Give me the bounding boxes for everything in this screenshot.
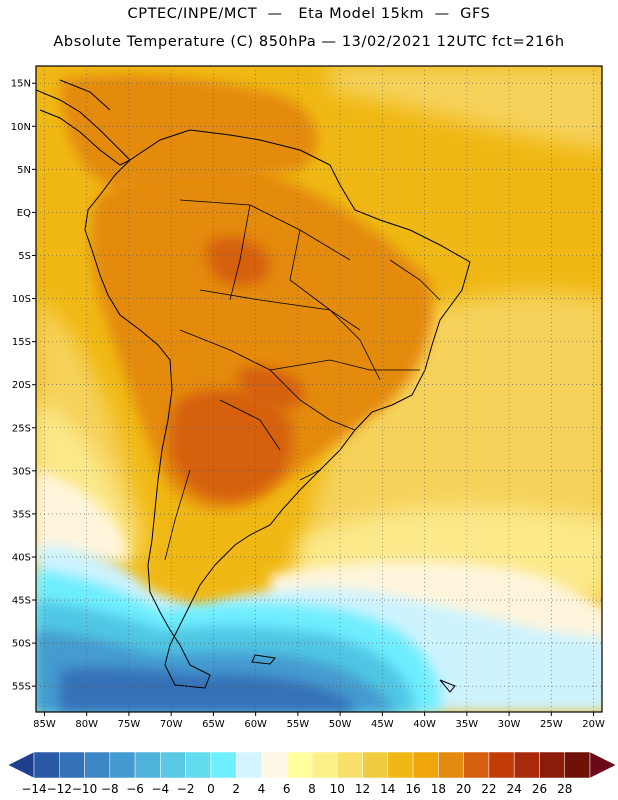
lat-tick-label: 10N xyxy=(11,122,31,133)
colorbar: −14 −12 −10 −8 −6 −4 −2 0 2 4 6 8 10 12 14 16 18 20 22 24 26… xyxy=(7,751,617,796)
temperature-field xyxy=(36,66,602,712)
title-line-1: CPTEC/INPE/MCT — Eta Model 15km — GFS xyxy=(127,6,491,22)
colorbar-swatch xyxy=(261,751,287,779)
lat-tick-label: 20S xyxy=(12,380,31,391)
colorbar-label: 12 xyxy=(355,782,370,796)
lon-tick-label: 40W xyxy=(413,719,436,730)
colorbar-swatch xyxy=(438,751,464,779)
lon-tick-label: 50W xyxy=(329,719,352,730)
field-band-8 xyxy=(36,470,130,560)
colorbar-swatch xyxy=(286,751,313,779)
lon-tick-label: 70W xyxy=(160,719,183,730)
lon-tick-label: 55W xyxy=(287,719,310,730)
colorbar-swatch xyxy=(134,751,161,779)
colorbar-swatch xyxy=(539,751,565,779)
longitude-labels: 85W 80W 75W 70W 65W 60W 55W 50W 45W 40W 35W 30W 25W 2… xyxy=(33,719,605,730)
lat-tick-label: EQ xyxy=(17,208,31,219)
colorbar-label: 22 xyxy=(481,782,496,796)
lon-tick-label: 25W xyxy=(540,719,563,730)
colorbar-label: −4 xyxy=(152,782,170,796)
colorbar-swatch xyxy=(84,751,111,779)
lat-tick-label: 55S xyxy=(12,682,31,693)
country-borders xyxy=(164,199,441,561)
lat-tick-label: 30S xyxy=(12,466,31,477)
colorbar-label: 8 xyxy=(308,782,316,796)
colorbar-swatch xyxy=(311,751,338,779)
colorbar-swatch xyxy=(337,751,363,779)
colorbar-label: 2 xyxy=(232,782,240,796)
lon-tick-label: 45W xyxy=(371,719,394,730)
colorbar-label: 24 xyxy=(507,782,522,796)
field-band-m10 xyxy=(60,667,355,712)
colorbar-label: 4 xyxy=(258,782,266,796)
colorbar-label: 0 xyxy=(207,782,215,796)
title-line-2: Absolute Temperature (C) 850hPa — 13/02/… xyxy=(53,34,565,50)
lon-tick-label: 65W xyxy=(202,719,225,730)
lat-tick-label: 5N xyxy=(17,165,31,176)
colorbar-label: 18 xyxy=(431,782,446,796)
latitude-labels: 15N 10N 5N EQ 5S 10S 15S 20S 25S 30S 35S 40S 45S 50S 5… xyxy=(11,79,31,693)
colorbar-swatch xyxy=(564,751,591,779)
colorbar-swatch xyxy=(362,751,389,779)
lat-tick-label: 35S xyxy=(12,509,31,520)
colorbar-label: 16 xyxy=(405,782,420,796)
map-frame xyxy=(35,65,603,713)
graticule xyxy=(32,66,602,716)
colorbar-label: −12 xyxy=(47,782,72,796)
south-america-coastline xyxy=(84,129,471,689)
lat-tick-label: 15N xyxy=(11,79,31,90)
lon-tick-label: 60W xyxy=(244,719,267,730)
colorbar-label: −10 xyxy=(72,782,97,796)
colorbar-swatch xyxy=(513,751,540,779)
colorbar-label: 28 xyxy=(557,782,572,796)
colorbar-swatch xyxy=(185,751,212,779)
colorbar-label: −2 xyxy=(177,782,195,796)
lon-tick-label: 35W xyxy=(456,719,479,730)
field-land-hot-3 xyxy=(206,236,270,286)
colorbar-swatch xyxy=(33,751,60,779)
lon-tick-label: 30W xyxy=(498,719,521,730)
colorbar-label: −8 xyxy=(101,782,119,796)
colorbar-label: 14 xyxy=(380,782,395,796)
lat-tick-label: 50S xyxy=(12,639,31,650)
caribbean-coast xyxy=(59,79,111,111)
colorbar-swatch xyxy=(210,751,237,779)
colorbar-label: 26 xyxy=(532,782,547,796)
colorbar-label: 6 xyxy=(283,782,291,796)
lat-tick-label: 15S xyxy=(12,337,31,348)
lat-tick-label: 45S xyxy=(12,596,31,607)
colorbar-label: −6 xyxy=(126,782,144,796)
lon-tick-label: 85W xyxy=(33,719,56,730)
lat-tick-label: 10S xyxy=(12,294,31,305)
colorbar-swatch xyxy=(412,751,439,779)
lat-tick-label: 5S xyxy=(18,251,31,262)
field-band-18-north xyxy=(330,66,602,150)
colorbar-swatch xyxy=(488,751,515,779)
colorbar-label: 10 xyxy=(330,782,345,796)
field-land-hot-2 xyxy=(238,366,305,411)
lat-tick-label: 40S xyxy=(12,552,31,563)
colorbar-swatch xyxy=(387,751,414,779)
lon-tick-label: 80W xyxy=(75,719,98,730)
colorbar-max-arrow xyxy=(589,751,617,779)
colorbar-swatch xyxy=(235,751,262,779)
central-america-coastline xyxy=(36,89,131,166)
colorbar-swatch xyxy=(160,751,186,779)
colorbar-swatch xyxy=(463,751,490,779)
lon-tick-label: 75W xyxy=(118,719,141,730)
colorbar-swatch xyxy=(59,751,85,779)
colorbar-label: 20 xyxy=(456,782,471,796)
field-land-warm-north xyxy=(60,75,318,190)
colorbar-swatch xyxy=(109,751,136,779)
lon-tick-label: 20W xyxy=(582,719,605,730)
colorbar-label: −14 xyxy=(21,782,46,796)
colorbar-min-arrow xyxy=(7,751,35,779)
field-land-hot xyxy=(169,389,293,501)
lat-tick-label: 25S xyxy=(12,423,31,434)
